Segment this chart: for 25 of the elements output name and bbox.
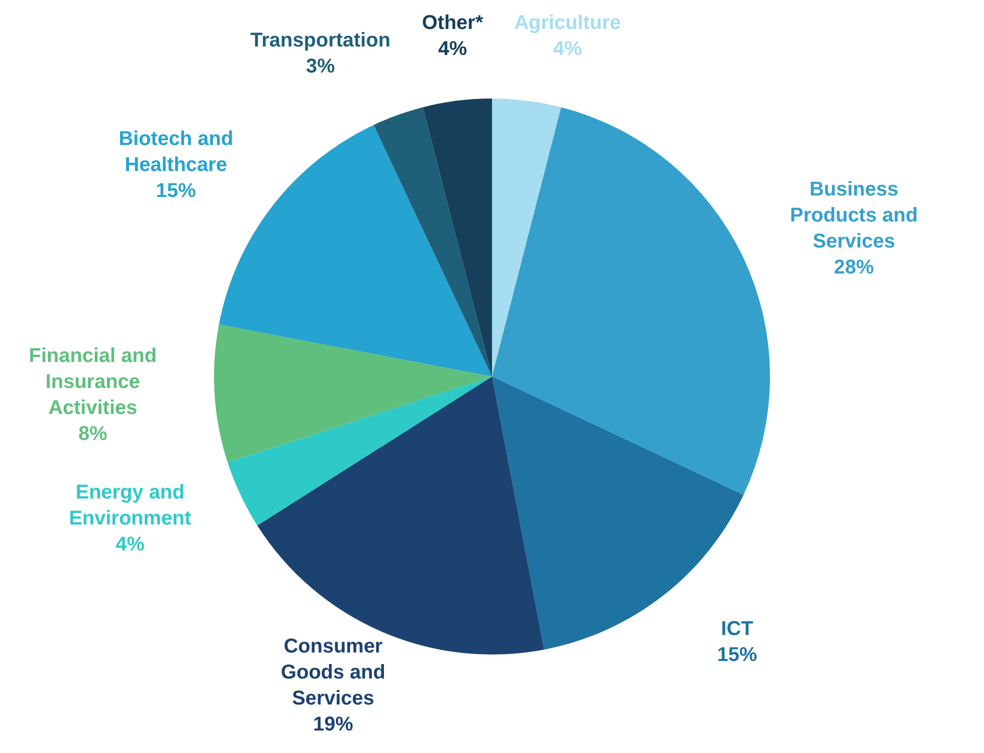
data-label: 15% <box>717 644 758 666</box>
pie-slice <box>492 107 770 495</box>
pie-slice <box>374 107 492 376</box>
data-label: 4% <box>438 38 468 60</box>
slice-label: Transportation <box>250 30 390 52</box>
pie-slice <box>492 98 562 376</box>
data-label: 4% <box>553 38 582 60</box>
data-label: 4% <box>116 533 145 556</box>
slice-label: Consumer Goods and Services <box>280 636 386 710</box>
pie-slice <box>214 324 492 462</box>
slice-label: Other* <box>422 12 484 34</box>
slice-label: Energy and Environment <box>68 481 192 530</box>
data-label: 28% <box>834 256 874 279</box>
slice-label: Biotech and Healthcare <box>118 128 234 176</box>
slice-label: Business Products and Services <box>790 178 918 253</box>
slice-label: Financial and Insurance Activities <box>28 344 157 419</box>
data-label: 19% <box>313 714 354 736</box>
data-label: 8% <box>78 422 108 445</box>
pie-slice <box>228 376 492 526</box>
slice-label: ICT <box>721 618 754 640</box>
pie-slice <box>257 376 544 654</box>
data-label: 3% <box>306 56 336 78</box>
pie-slice <box>422 98 492 376</box>
data-label: 15% <box>156 180 196 202</box>
slice-label: Agriculture <box>514 12 621 34</box>
